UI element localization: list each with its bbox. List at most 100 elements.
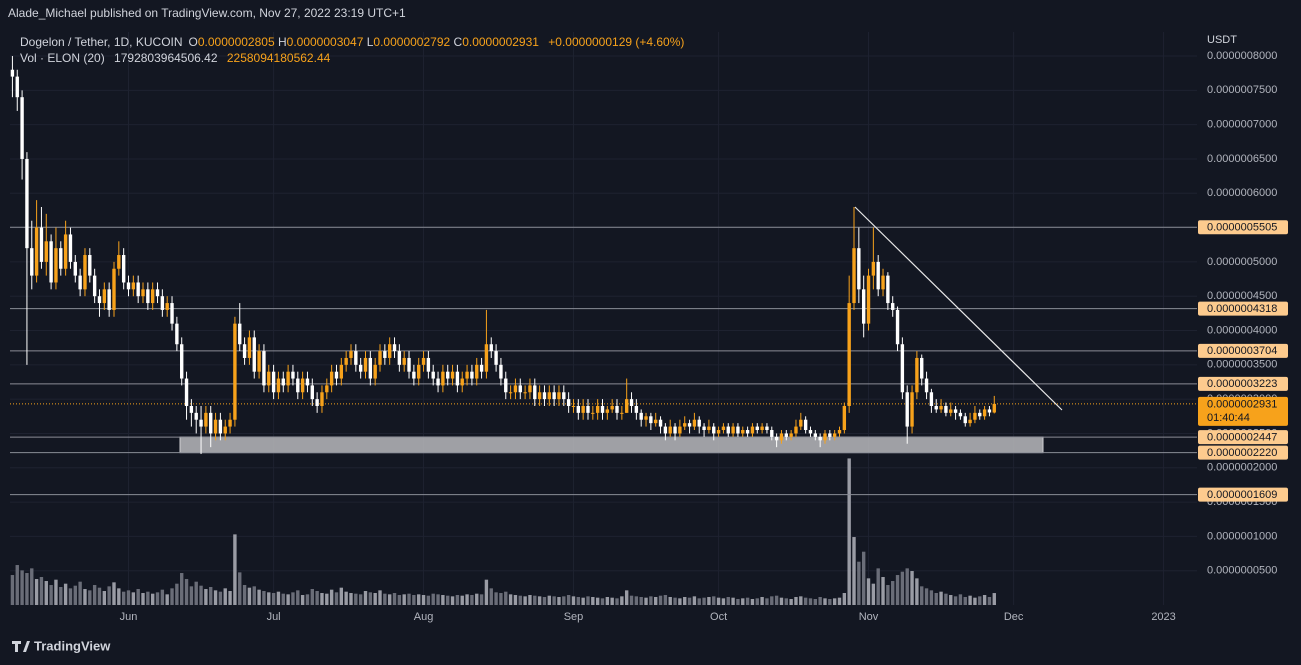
volume-bar	[421, 595, 426, 605]
candle-body	[736, 426, 740, 434]
volume-bar	[697, 598, 701, 605]
x-tick-label: Oct	[710, 611, 727, 623]
candle-body	[920, 357, 924, 379]
volume-bar	[141, 593, 145, 605]
candle-body	[68, 234, 73, 262]
volume-bar	[765, 598, 769, 605]
candle-body	[358, 364, 363, 372]
volume-bar	[484, 579, 489, 605]
candle-body	[160, 296, 165, 310]
candle-body	[799, 419, 803, 427]
y-tick-label: 0.0000000500	[1207, 565, 1277, 577]
candle-body	[218, 419, 223, 434]
volume-bar	[296, 590, 300, 605]
volume-bar	[344, 591, 348, 605]
candle-body	[934, 405, 938, 410]
candle-body	[818, 436, 822, 441]
level-tag-label: 0.0000005505	[1207, 222, 1277, 234]
volume-bar	[963, 597, 967, 605]
candle-body	[107, 289, 111, 310]
candle-body	[257, 351, 261, 372]
candle-body	[54, 248, 58, 283]
volume-bar	[837, 597, 842, 605]
candle-body	[470, 371, 474, 379]
volume-bar	[194, 581, 198, 605]
volume-bar	[726, 597, 730, 605]
volume-bar	[228, 591, 232, 605]
candle-body	[615, 405, 619, 413]
volume-bar	[968, 595, 972, 605]
volume-bar	[779, 597, 784, 605]
candle-body	[895, 309, 900, 345]
volume-bar	[354, 593, 358, 605]
volume-bar	[881, 577, 885, 605]
volume-bar	[547, 595, 551, 605]
candle-body	[175, 323, 179, 345]
volume-bar	[68, 588, 73, 605]
volume-bar	[334, 592, 339, 605]
candle-body	[305, 378, 310, 386]
candle-body	[808, 430, 813, 434]
x-tick-label: Dec	[1004, 611, 1024, 623]
grid	[10, 32, 1197, 605]
volume-bar	[107, 586, 111, 605]
volume-bar	[412, 595, 416, 605]
volume-bar	[673, 597, 677, 605]
volume-bar	[262, 591, 266, 605]
volume-bar	[750, 599, 755, 605]
candle-body	[165, 303, 169, 310]
candle-body	[886, 275, 890, 304]
candle-body	[929, 392, 934, 406]
y-tick-label: 0.0000005000	[1207, 256, 1277, 268]
candle-body	[605, 409, 610, 413]
candle-body	[576, 405, 581, 413]
volume-bar	[325, 593, 329, 605]
volume-bar	[591, 597, 595, 605]
volume-bar	[518, 595, 522, 605]
candle-body	[363, 357, 368, 372]
volume-bar	[615, 598, 619, 605]
candle-body	[291, 371, 295, 379]
candle-body	[223, 426, 227, 434]
time-axis: Jun Jul Aug Sep Oct Nov Dec 2023	[120, 611, 1176, 623]
volume-bar	[494, 592, 498, 605]
volume-bar	[876, 568, 880, 605]
volume-bar	[83, 589, 87, 605]
level-tag	[1198, 343, 1288, 358]
volume-bar	[378, 590, 382, 605]
volume-bar	[528, 595, 532, 605]
volume-bar	[668, 597, 672, 605]
candle-body	[832, 433, 837, 437]
candle-body	[300, 378, 305, 393]
volume-bar	[828, 599, 832, 605]
candle-body	[571, 405, 576, 407]
candle-body	[508, 392, 513, 394]
candle-body	[654, 419, 658, 424]
volume-bar	[871, 583, 876, 605]
volume-bar	[644, 597, 648, 605]
ohlc-key: H	[277, 35, 287, 49]
y-tick-label: 0.0000006500	[1207, 153, 1277, 165]
candle-body	[349, 351, 353, 358]
volume-bar	[861, 551, 866, 605]
volume-bar	[586, 596, 590, 605]
volume-bar	[329, 589, 334, 605]
volume-bar	[146, 591, 150, 605]
volume-bar	[866, 578, 871, 605]
ohlc-key: C	[453, 35, 463, 49]
candle-body	[10, 69, 15, 77]
candle-body	[523, 392, 527, 394]
volume-bar	[126, 590, 131, 605]
candle-body	[973, 412, 977, 420]
candle-body	[97, 296, 102, 304]
candle-body	[373, 364, 377, 379]
volume-bar	[358, 594, 363, 605]
volume-bar	[426, 595, 431, 605]
candle-body	[15, 76, 19, 98]
volume-bar	[155, 592, 160, 605]
ohlc-value: 0.0000002792	[373, 35, 451, 49]
volume-bar	[953, 596, 958, 605]
volume-bar	[842, 593, 847, 605]
volume-bar	[320, 593, 324, 605]
x-tick-label: Jun	[120, 611, 138, 623]
